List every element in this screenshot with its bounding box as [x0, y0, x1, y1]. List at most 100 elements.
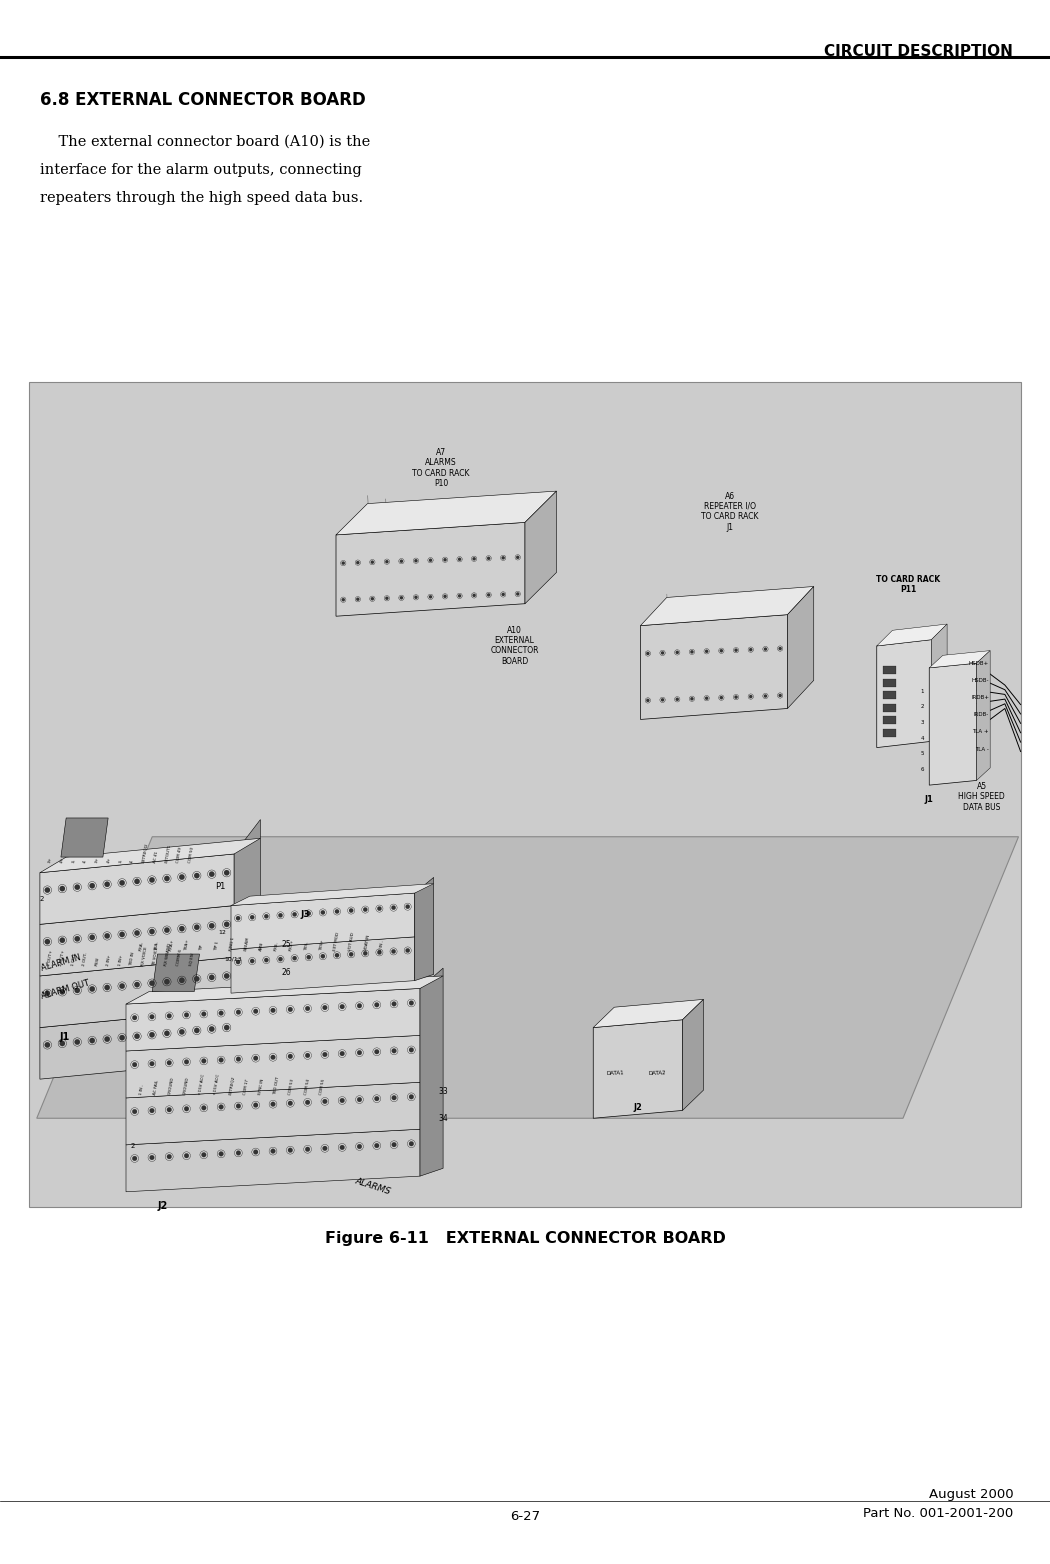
Polygon shape — [682, 999, 704, 1110]
Circle shape — [349, 952, 353, 957]
Circle shape — [371, 597, 374, 601]
Circle shape — [293, 956, 297, 960]
Text: 1 OUT-: 1 OUT- — [70, 952, 77, 967]
Text: DATA2: DATA2 — [649, 1070, 667, 1076]
Circle shape — [415, 560, 418, 563]
Bar — [883, 691, 896, 699]
Circle shape — [236, 1010, 240, 1015]
Polygon shape — [593, 999, 704, 1028]
Polygon shape — [640, 586, 814, 626]
Polygon shape — [40, 906, 234, 976]
Text: 25: 25 — [281, 940, 291, 949]
Circle shape — [321, 910, 326, 915]
Circle shape — [720, 696, 723, 699]
Text: AC 41: AC 41 — [153, 851, 160, 863]
Polygon shape — [126, 1129, 420, 1192]
Bar — [883, 729, 896, 737]
Text: 12: 12 — [218, 929, 227, 935]
Text: RX WBAND: RX WBAND — [164, 943, 172, 967]
Circle shape — [271, 1056, 275, 1059]
Circle shape — [236, 1151, 240, 1156]
Text: RXA+: RXA+ — [169, 938, 174, 951]
Circle shape — [150, 1015, 154, 1020]
Text: 4-: 4- — [83, 859, 88, 863]
Circle shape — [306, 1053, 310, 1057]
Circle shape — [105, 882, 110, 887]
Circle shape — [335, 909, 339, 913]
Polygon shape — [231, 884, 434, 906]
Bar — [883, 716, 896, 724]
Text: COM 49: COM 49 — [176, 846, 183, 863]
Circle shape — [89, 987, 94, 992]
Circle shape — [236, 960, 240, 963]
Circle shape — [134, 1034, 140, 1038]
Text: GROUND: GROUND — [168, 1076, 175, 1095]
Polygon shape — [976, 651, 990, 780]
Text: 4+: 4+ — [60, 857, 65, 863]
Text: J2: J2 — [158, 1201, 168, 1211]
Text: 3+: 3+ — [94, 857, 100, 863]
Circle shape — [662, 651, 664, 654]
Polygon shape — [126, 1035, 420, 1098]
Text: The external connector board (A10) is the: The external connector board (A10) is th… — [40, 135, 371, 149]
Circle shape — [60, 937, 65, 943]
Text: DATA1: DATA1 — [607, 1070, 625, 1076]
Text: A6
REPEATER I/O
TO CARD RACK
J1: A6 REPEATER I/O TO CARD RACK J1 — [701, 491, 758, 532]
Circle shape — [400, 596, 403, 599]
Circle shape — [149, 981, 154, 985]
Circle shape — [250, 915, 254, 920]
Circle shape — [306, 1099, 310, 1104]
Text: 3+: 3+ — [48, 857, 52, 863]
Polygon shape — [152, 954, 200, 992]
Circle shape — [132, 1015, 137, 1020]
Circle shape — [415, 596, 418, 599]
Text: 33: 33 — [439, 1087, 448, 1096]
Circle shape — [763, 694, 766, 698]
Circle shape — [75, 937, 80, 942]
Text: RSSI: RSSI — [94, 957, 100, 967]
Circle shape — [749, 694, 752, 698]
Text: CIRCUIT DESCRIPTION: CIRCUIT DESCRIPTION — [824, 44, 1013, 59]
Circle shape — [377, 951, 381, 954]
Text: EBEAM: EBEAM — [244, 935, 250, 951]
Circle shape — [443, 558, 446, 561]
Circle shape — [706, 696, 709, 699]
Text: A10
EXTERNAL
CONNECTOR
BOARD: A10 EXTERNAL CONNECTOR BOARD — [490, 626, 539, 666]
Text: 2: 2 — [40, 896, 44, 902]
Circle shape — [375, 1096, 379, 1101]
Text: 2 IN -: 2 IN - — [379, 940, 385, 951]
Text: TXD IN: TXD IN — [129, 952, 135, 967]
Text: 1 IN+: 1 IN+ — [118, 954, 124, 967]
Text: COMM 6: COMM 6 — [176, 949, 183, 967]
Circle shape — [218, 1151, 224, 1156]
Circle shape — [363, 951, 367, 956]
Circle shape — [356, 561, 359, 565]
Circle shape — [335, 952, 339, 957]
Text: SYNC IN: SYNC IN — [258, 1078, 266, 1095]
Circle shape — [120, 1035, 125, 1040]
Circle shape — [662, 698, 664, 701]
Polygon shape — [40, 957, 234, 1028]
Circle shape — [184, 1012, 189, 1017]
Circle shape — [236, 1104, 240, 1109]
Text: HSDB+: HSDB+ — [969, 660, 989, 666]
Circle shape — [134, 931, 140, 935]
Circle shape — [120, 932, 125, 937]
Circle shape — [45, 938, 50, 945]
Circle shape — [164, 1031, 169, 1035]
Circle shape — [194, 873, 200, 879]
Circle shape — [218, 1010, 224, 1015]
Circle shape — [720, 649, 723, 652]
Circle shape — [236, 917, 240, 920]
Circle shape — [502, 593, 505, 596]
Circle shape — [194, 1028, 200, 1034]
Circle shape — [306, 1146, 310, 1151]
Text: J1: J1 — [925, 795, 933, 804]
Circle shape — [706, 649, 709, 652]
Circle shape — [89, 1038, 94, 1043]
Text: +15V ACC: +15V ACC — [213, 1073, 220, 1095]
Circle shape — [180, 978, 185, 982]
Circle shape — [253, 1150, 258, 1154]
Text: RXS+: RXS+ — [289, 938, 295, 951]
Circle shape — [132, 1109, 137, 1114]
